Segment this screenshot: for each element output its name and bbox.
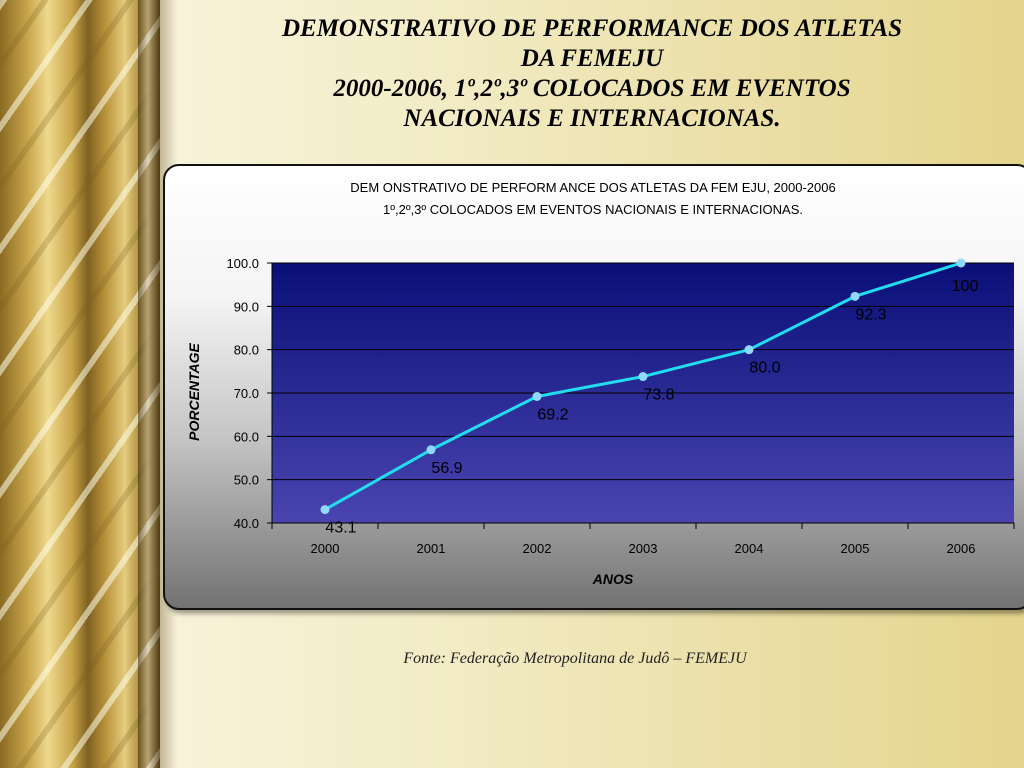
chart-title-line: 1º,2º,3º COLOCADOS EM EVENTOS NACIONAIS … <box>383 202 803 217</box>
page-title-line: DA FEMEJU <box>520 45 664 72</box>
x-tick-label: 2001 <box>417 541 446 556</box>
data-label: 43.1 <box>325 520 356 537</box>
x-tick-label: 2006 <box>947 541 976 556</box>
data-point <box>426 445 436 455</box>
y-tick-label: 100.0 <box>226 256 259 271</box>
data-label: 69.2 <box>537 406 568 423</box>
pillar-edge <box>138 0 160 768</box>
decorative-gold-pillar <box>0 0 160 768</box>
data-label: 100 <box>952 278 979 295</box>
y-tick-label: 80.0 <box>234 343 259 358</box>
x-axis-label: ANOS <box>592 571 634 587</box>
page-title-line: 2000-2006, 1º,2º,3º COLOCADOS EM EVENTOS <box>333 75 851 102</box>
y-tick-label: 70.0 <box>234 386 259 401</box>
data-label: 56.9 <box>431 460 462 477</box>
x-tick-label: 2002 <box>523 541 552 556</box>
y-tick-label: 50.0 <box>234 473 259 488</box>
x-tick-label: 2005 <box>841 541 870 556</box>
page-title: DEMONSTRATIVO DE PERFORMANCE DOS ATLETAS… <box>180 14 1004 134</box>
data-point <box>638 372 648 382</box>
source-note: Fonte: Federação Metropolitana de Judô –… <box>403 650 747 667</box>
y-axis-label: PORCENTAGE <box>186 342 202 440</box>
chart-panel: DEM ONSTRATIVO DE PERFORM ANCE DOS ATLET… <box>163 164 1024 610</box>
data-point <box>320 505 330 515</box>
data-label: 80.0 <box>749 360 780 377</box>
page-title-line: NACIONAIS E INTERNACIONAS. <box>403 105 781 132</box>
page-title-line: DEMONSTRATIVO DE PERFORMANCE DOS ATLETAS <box>281 15 903 42</box>
y-tick-label: 90.0 <box>234 299 259 314</box>
line-chart: DEM ONSTRATIVO DE PERFORM ANCE DOS ATLET… <box>186 180 1015 587</box>
data-label: 92.3 <box>855 306 886 323</box>
x-tick-label: 2004 <box>735 541 764 556</box>
y-tick-label: 60.0 <box>234 429 259 444</box>
data-label: 73.8 <box>643 387 674 404</box>
data-point <box>532 391 542 401</box>
data-point <box>956 258 966 268</box>
data-point <box>744 345 754 355</box>
data-point <box>850 291 860 301</box>
y-tick-label: 40.0 <box>234 516 259 531</box>
x-tick-label: 2000 <box>311 541 340 556</box>
chart-title-line: DEM ONSTRATIVO DE PERFORM ANCE DOS ATLET… <box>350 180 835 195</box>
x-tick-label: 2003 <box>629 541 658 556</box>
